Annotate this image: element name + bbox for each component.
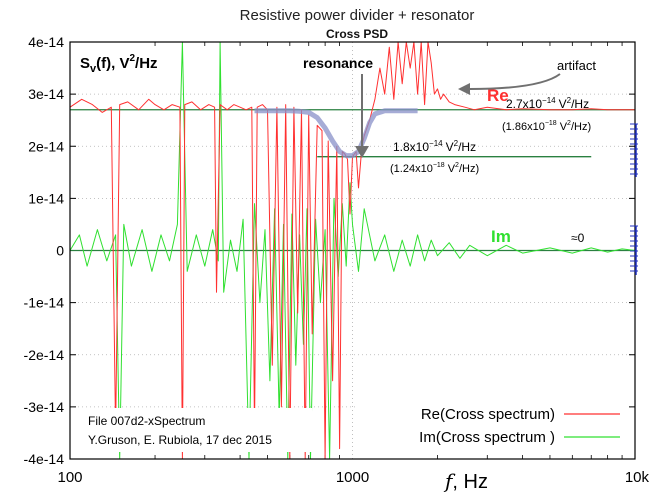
annotation-1-8: 1.8x10−14 V2/Hz <box>393 139 476 154</box>
error-bar-markers <box>630 123 638 275</box>
approx-zero-label: ≈0 <box>571 231 585 245</box>
file-info-box <box>82 408 312 452</box>
y-axis-label: Sv(f), V2/Hz <box>80 53 158 75</box>
x-tick-label-0: 100 <box>57 469 82 486</box>
chart-title: Resistive power divider + resonator <box>240 7 475 24</box>
y-tick-label-4: 0 <box>56 243 64 259</box>
y-tick-label-0: 4e-14 <box>28 34 64 50</box>
legend-entry-im: Im(Cross spectrum ) <box>419 429 555 446</box>
y-tick-label-2: 2e-14 <box>28 138 64 154</box>
y-tick-labels: 4e-14 3e-14 2e-14 1e-14 0 -1e-14 -2e-14 -3e-14 -… <box>24 34 65 467</box>
y-tick-label-8: -4e-14 <box>24 451 65 467</box>
annotation-1-24: (1.24x10−18 V2/Hz) <box>390 162 479 175</box>
legend-entry-re: Re(Cross spectrum) <box>421 406 555 423</box>
chart-subtitle: Cross PSD <box>326 27 388 41</box>
x-tick-label-1: 1000 <box>336 469 369 486</box>
series-line-2 <box>254 108 418 159</box>
series-line-0 <box>69 41 635 460</box>
artifact-arrow <box>458 73 561 95</box>
x-axis-label: f, Hz <box>443 469 488 493</box>
annotation-1-86: (1.86x10−18 V2/Hz) <box>502 120 591 133</box>
resonance-label: resonance <box>303 55 373 71</box>
im-label: Im <box>491 227 511 246</box>
y-tick-label-7: -3e-14 <box>24 399 65 415</box>
file-info-line-2: Y.Gruson, E. Rubiola, 17 dec 2015 <box>88 433 272 447</box>
resonance-arrow <box>355 74 369 158</box>
legend-box <box>357 399 629 453</box>
series-lines <box>69 41 636 460</box>
re-label: Re <box>487 86 509 105</box>
y-tick-label-5: -1e-14 <box>24 295 65 311</box>
y-tick-label-1: 3e-14 <box>28 86 64 102</box>
y-tick-label-3: 1e-14 <box>28 190 64 206</box>
x-tick-label-2: 10k <box>625 469 650 486</box>
file-info-line-1: File 007d2-xSpectrum <box>88 414 205 428</box>
annotation-2-7: 2.7x10−14 V2/Hz <box>506 96 589 111</box>
artifact-label: artifact <box>557 58 596 73</box>
x-tick-labels: 100 1000 10k <box>57 469 649 486</box>
y-tick-label-6: -2e-14 <box>24 347 65 363</box>
